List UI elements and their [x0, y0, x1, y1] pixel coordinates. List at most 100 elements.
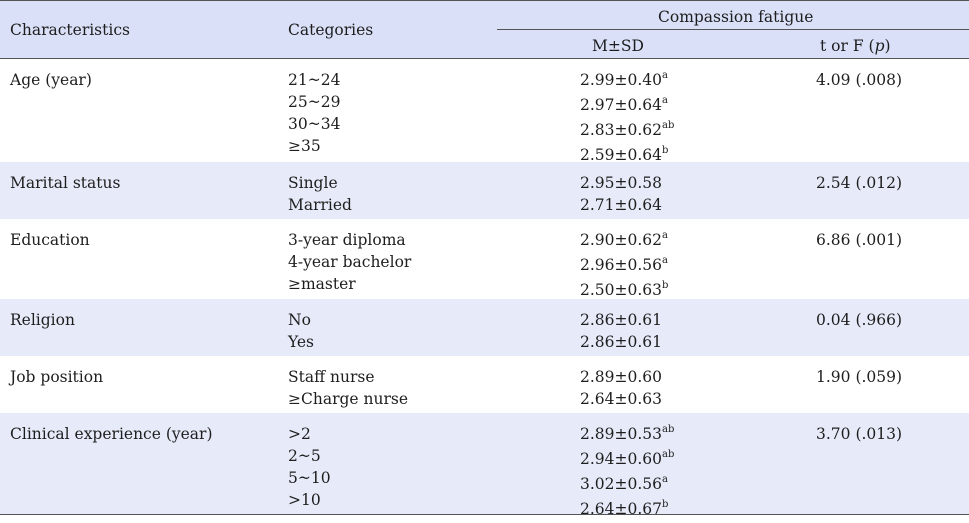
category-label: 3-year diploma	[288, 231, 406, 249]
stat-value: 6.86 (.001)	[816, 231, 903, 249]
msd-cell: 2.90±0.62a 2.96±0.56a 2.50±0.63b	[580, 229, 668, 304]
msd-value: 2.59±0.64b	[580, 144, 674, 169]
msd-value: 2.95±0.58	[580, 172, 662, 194]
msd-number: 2.96±0.56	[580, 256, 663, 274]
characteristic-cell: Marital status	[10, 174, 121, 192]
header-msd: M±SD	[592, 37, 644, 55]
msd-value: 2.64±0.67b	[580, 498, 674, 523]
msd-value: 2.86±0.61	[580, 309, 662, 331]
msd-value: 2.64±0.63	[580, 388, 662, 410]
category-label: Yes	[288, 333, 315, 351]
categories-cell: Staff nurse ≥Charge nurse	[288, 366, 408, 410]
msd-superscript: b	[662, 145, 669, 156]
table-row: Age (year) 21~24 25~29 30~34 ≥35 2.99±0.40a 2.…	[0, 59, 969, 164]
msd-value: 2.83±0.62ab	[580, 119, 674, 144]
msd-value: 2.96±0.56a	[580, 254, 668, 279]
table-row: Clinical experience (year) >2 2~5 5~10 >10 2.…	[0, 413, 969, 518]
characteristic-cell: Job position	[10, 368, 104, 386]
msd-superscript: a	[662, 70, 668, 81]
stat-value: 1.90 (.059)	[816, 368, 903, 386]
category-label: 2~5	[288, 447, 321, 465]
categories-cell: 3-year diploma 4-year bachelor ≥master	[288, 229, 411, 295]
category-label: >10	[288, 491, 321, 509]
msd-number: 2.89±0.53	[580, 425, 663, 443]
msd-number: 2.50±0.63	[580, 281, 663, 299]
category-label: ≥35	[288, 137, 321, 155]
msd-value: 2.99±0.40a	[580, 69, 674, 94]
header-t-or-f: t or F (p)	[820, 37, 891, 55]
msd-number: 2.83±0.62	[580, 121, 663, 139]
msd-value: 2.86±0.61	[580, 331, 662, 353]
msd-number: 2.90±0.62	[580, 231, 663, 249]
characteristic-cell: Age (year)	[10, 71, 92, 89]
header-categories: Categories	[288, 21, 374, 39]
characteristic-cell: Religion	[10, 311, 75, 329]
msd-number: 2.86±0.61	[580, 311, 663, 329]
category-label: 4-year bachelor	[288, 253, 412, 271]
msd-number: 2.64±0.67	[580, 500, 663, 518]
msd-superscript: b	[662, 499, 669, 510]
table-row: Marital status Single Married 2.95±0.58 2.71…	[0, 162, 969, 219]
table-row: Education 3-year diploma 4-year bachelor ≥m…	[0, 219, 969, 299]
categories-cell: 21~24 25~29 30~34 ≥35	[288, 69, 340, 157]
msd-cell: 2.89±0.60 2.64±0.63	[580, 366, 662, 410]
msd-superscript: ab	[662, 120, 675, 131]
msd-superscript: ab	[662, 424, 675, 435]
msd-superscript: a	[662, 230, 668, 241]
category-label: 21~24	[288, 71, 341, 89]
table-header: Characteristics Categories Compassion fa…	[0, 0, 969, 59]
characteristic-cell: Education	[10, 231, 90, 249]
category-label: Single	[288, 174, 338, 192]
msd-value: 2.94±0.60ab	[580, 448, 674, 473]
category-label: ≥master	[288, 275, 356, 293]
category-label: Staff nurse	[288, 368, 375, 386]
category-label: ≥Charge nurse	[288, 390, 409, 408]
msd-superscript: a	[662, 474, 668, 485]
msd-value: 2.90±0.62a	[580, 229, 668, 254]
header-compassion-fatigue: Compassion fatigue	[658, 8, 814, 26]
categories-cell: Single Married	[288, 172, 352, 216]
category-label: >2	[288, 425, 311, 443]
msd-superscript: a	[662, 255, 668, 266]
characteristic-cell: Clinical experience (year)	[10, 425, 213, 443]
msd-superscript: ab	[662, 449, 675, 460]
header-divider	[497, 29, 969, 30]
table-row: Religion No Yes 2.86±0.61 2.86±0.61 0.04 (.96…	[0, 299, 969, 356]
msd-number: 2.64±0.63	[580, 390, 663, 408]
msd-superscript: b	[662, 280, 669, 291]
category-label: 25~29	[288, 93, 341, 111]
msd-value: 2.89±0.60	[580, 366, 662, 388]
categories-cell: >2 2~5 5~10 >10	[288, 423, 331, 511]
msd-cell: 2.95±0.58 2.71±0.64	[580, 172, 662, 216]
category-label: Married	[288, 196, 352, 214]
category-label: 30~34	[288, 115, 341, 133]
msd-value: 2.50±0.63b	[580, 279, 668, 304]
msd-cell: 2.86±0.61 2.86±0.61	[580, 309, 662, 353]
msd-number: 2.95±0.58	[580, 174, 663, 192]
msd-cell: 2.99±0.40a 2.97±0.64a 2.83±0.62ab 2.59±0.64…	[580, 69, 674, 169]
msd-number: 2.71±0.64	[580, 196, 663, 214]
stat-value: 4.09 (.008)	[816, 71, 903, 89]
msd-number: 2.99±0.40	[580, 71, 663, 89]
msd-number: 2.89±0.60	[580, 368, 663, 386]
table-body: Age (year) 21~24 25~29 30~34 ≥35 2.99±0.40a 2.…	[0, 59, 969, 518]
msd-cell: 2.89±0.53ab 2.94±0.60ab 3.02±0.56a 2.64±0.6…	[580, 423, 674, 523]
table-bottom-rule	[0, 514, 969, 515]
msd-number: 2.97±0.64	[580, 96, 663, 114]
msd-number: 2.86±0.61	[580, 333, 663, 351]
msd-value: 2.71±0.64	[580, 194, 662, 216]
msd-value: 2.89±0.53ab	[580, 423, 674, 448]
msd-number: 3.02±0.56	[580, 475, 663, 493]
msd-number: 2.94±0.60	[580, 450, 663, 468]
category-label: No	[288, 311, 311, 329]
table-row: Job position Staff nurse ≥Charge nurse 2.89…	[0, 356, 969, 413]
categories-cell: No Yes	[288, 309, 314, 353]
stat-value: 0.04 (.966)	[816, 311, 903, 329]
header-characteristics: Characteristics	[10, 21, 130, 39]
stat-value: 3.70 (.013)	[816, 425, 903, 443]
msd-value: 2.97±0.64a	[580, 94, 674, 119]
stat-value: 2.54 (.012)	[816, 174, 903, 192]
category-label: 5~10	[288, 469, 331, 487]
msd-superscript: a	[662, 95, 668, 106]
